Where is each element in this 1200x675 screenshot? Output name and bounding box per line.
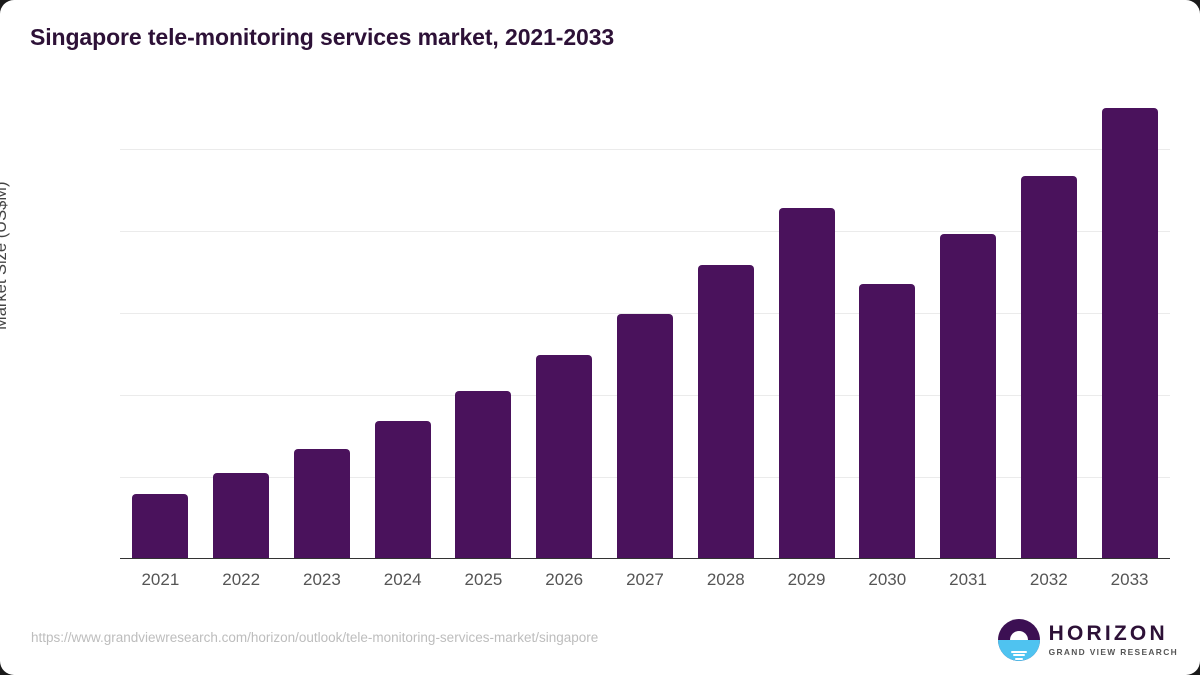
x-tick-label: 2027: [626, 570, 664, 589]
x-tick-label: 2023: [303, 570, 341, 589]
bar-2026[interactable]: [536, 355, 593, 558]
x-tick-label: 2024: [383, 570, 422, 589]
logo-wordmark: HORIZON: [1048, 622, 1168, 646]
gridline: [120, 313, 1170, 315]
y-axis-title: Market Size (US$M): [0, 181, 10, 330]
bar-slot: [1008, 100, 1089, 558]
x-axis-tick-labels: 2021 2022 2023 2024 2025 2026 2027 2028 2029 2030…: [120, 570, 1170, 590]
bar-2028[interactable]: [697, 265, 754, 558]
bar-slot: [524, 100, 605, 558]
bar-slot: [928, 100, 1009, 558]
bar-slot: [120, 100, 201, 558]
logo-ray-3: [1014, 657, 1023, 660]
source-url[interactable]: https://www.grandviewresearch.com/horizo…: [31, 630, 599, 645]
x-axis-line: [120, 557, 1170, 559]
x-tick-label: 2030: [868, 570, 907, 589]
logo-tagline: GRAND VIEW RESEARCH: [1048, 647, 1178, 658]
bar-slot: [443, 100, 524, 558]
bar-slot: [1089, 100, 1170, 558]
bar-2022[interactable]: [213, 473, 270, 558]
page-title: Singapore tele-monitoring services marke…: [30, 24, 615, 50]
bar-2027[interactable]: [616, 313, 673, 558]
bar-2024[interactable]: [374, 421, 431, 558]
x-tick-label: 2028: [706, 570, 745, 589]
logo-ray-2: [1012, 654, 1025, 656]
x-tick-label: 2025: [464, 570, 503, 589]
gridline: [120, 149, 1170, 151]
bar-2029[interactable]: [778, 208, 835, 558]
x-tick-label: 2029: [787, 570, 826, 589]
logo-water-shape: [997, 640, 1040, 661]
bar-slot: [201, 100, 282, 558]
bar-slot: [282, 100, 363, 558]
x-tick-label: 2031: [949, 570, 987, 589]
bar-2023[interactable]: [293, 449, 350, 558]
bar-slot: [685, 100, 766, 558]
logo-sun-shape: [1009, 631, 1028, 640]
bar-2033[interactable]: [1101, 108, 1158, 558]
bar-series: [120, 100, 1170, 558]
x-tick-label: 2026: [545, 570, 584, 589]
bar-2030[interactable]: [859, 284, 916, 558]
plot-area: 05001000150020002500: [120, 100, 1170, 559]
x-tick-label: 2022: [222, 570, 261, 589]
bar-2031[interactable]: [940, 234, 997, 558]
logo-ray-1: [1010, 650, 1027, 653]
bar-slot: [766, 100, 847, 558]
x-tick-label: 2032: [1029, 570, 1068, 589]
x-tick-label: 2021: [141, 570, 180, 589]
bar-slot: [605, 100, 686, 558]
brand-logo[interactable]: HORIZON GRAND VIEW RESEARCH: [997, 619, 1178, 661]
bar-2025[interactable]: [455, 391, 512, 558]
bar-slot: [847, 100, 928, 558]
gridline: [120, 231, 1170, 233]
x-tick-label: 2033: [1110, 570, 1149, 589]
bar-2021[interactable]: [132, 494, 189, 558]
bar-slot: [362, 100, 443, 558]
bar-2032[interactable]: [1020, 175, 1077, 558]
horizon-sun-icon: [997, 619, 1040, 661]
logo-text: HORIZON GRAND VIEW RESEARCH: [1049, 623, 1178, 656]
